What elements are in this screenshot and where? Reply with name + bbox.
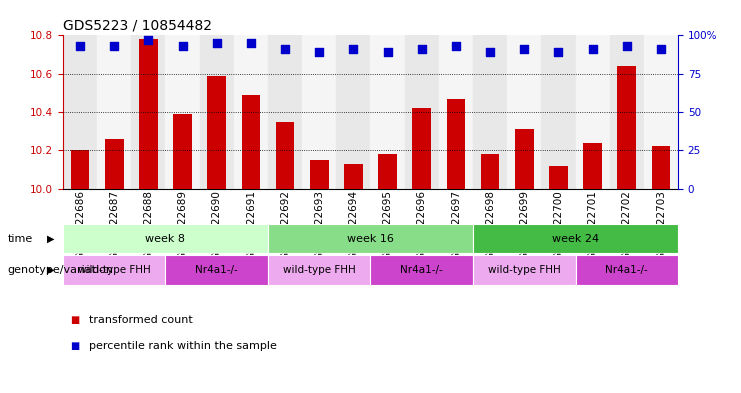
Bar [344,164,363,189]
Bar [242,95,260,189]
Bar [370,255,473,285]
Bar [268,35,302,189]
Text: transformed count: transformed count [89,315,193,325]
Bar [234,35,268,189]
Point [621,43,633,49]
Bar [576,255,678,285]
Bar [63,224,268,253]
Bar [310,160,329,189]
Bar [131,35,165,189]
Bar [481,154,499,189]
Bar [276,121,294,189]
Point [108,43,120,49]
Bar [439,35,473,189]
Bar [412,108,431,189]
Bar [447,99,465,189]
Text: ■: ■ [70,315,79,325]
Bar [542,35,576,189]
Text: ▶: ▶ [47,265,54,275]
Text: wild-type FHH: wild-type FHH [283,265,356,275]
Text: time: time [7,234,33,244]
Point [176,43,188,49]
Bar [507,35,542,189]
Bar [515,129,534,189]
Bar [207,75,226,189]
Text: wild-type FHH: wild-type FHH [488,265,561,275]
Text: Nr4a1-/-: Nr4a1-/- [605,265,648,275]
Bar [165,255,268,285]
Point [484,49,496,55]
Bar [583,143,602,189]
Bar [63,255,165,285]
Text: Nr4a1-/-: Nr4a1-/- [400,265,443,275]
Bar [405,35,439,189]
Point [553,49,565,55]
Bar [336,35,370,189]
Bar [70,151,90,189]
Bar [165,35,199,189]
Text: week 16: week 16 [347,234,394,244]
Bar [617,66,637,189]
Point [210,40,222,46]
Bar [199,35,234,189]
Bar [651,147,671,189]
Bar [302,35,336,189]
Bar [610,35,644,189]
Bar [549,166,568,189]
Text: Nr4a1-/-: Nr4a1-/- [196,265,238,275]
Text: ■: ■ [70,341,79,351]
Text: GDS5223 / 10854482: GDS5223 / 10854482 [63,19,212,33]
Point [416,46,428,52]
Point [245,40,257,46]
Bar [576,35,610,189]
Bar [473,35,507,189]
Point [518,46,530,52]
Point [313,49,325,55]
Point [655,46,667,52]
Point [450,43,462,49]
Text: percentile rank within the sample: percentile rank within the sample [89,341,277,351]
Bar [104,139,124,189]
Bar [644,35,678,189]
Text: genotype/variation: genotype/variation [7,265,113,275]
Text: ▶: ▶ [47,234,54,244]
Point [348,46,359,52]
Bar [378,154,397,189]
Point [74,43,86,49]
Bar [473,224,678,253]
Text: wild-type FHH: wild-type FHH [78,265,150,275]
Bar [139,39,158,189]
Text: week 24: week 24 [552,234,599,244]
Point [382,49,393,55]
Text: week 8: week 8 [145,234,185,244]
Point [587,46,599,52]
Bar [63,35,97,189]
Bar [473,255,576,285]
Bar [173,114,192,189]
Bar [370,35,405,189]
Bar [268,224,473,253]
Point [279,46,291,52]
Bar [268,255,370,285]
Bar [97,35,131,189]
Point [142,37,154,43]
